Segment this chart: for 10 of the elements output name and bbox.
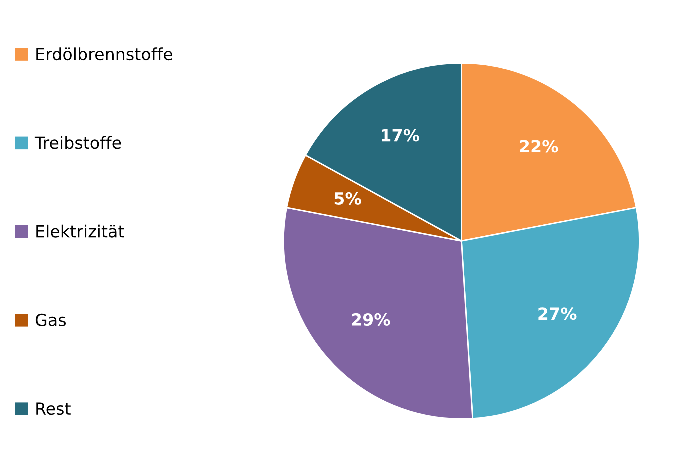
data-label: 5% [334, 192, 362, 205]
data-label: 17% [382, 129, 420, 142]
legend-label: Elektrizität [36, 224, 124, 238]
data-label: 29% [352, 313, 390, 326]
legend-label: Rest [36, 402, 71, 416]
data-label: 22% [520, 140, 558, 153]
legend-label: Gas [36, 314, 66, 326]
legend-label: Treibstoffe [34, 136, 122, 150]
data-label: 27% [538, 308, 577, 320]
legend-label: Erdölbrennstoffe [36, 48, 172, 61]
